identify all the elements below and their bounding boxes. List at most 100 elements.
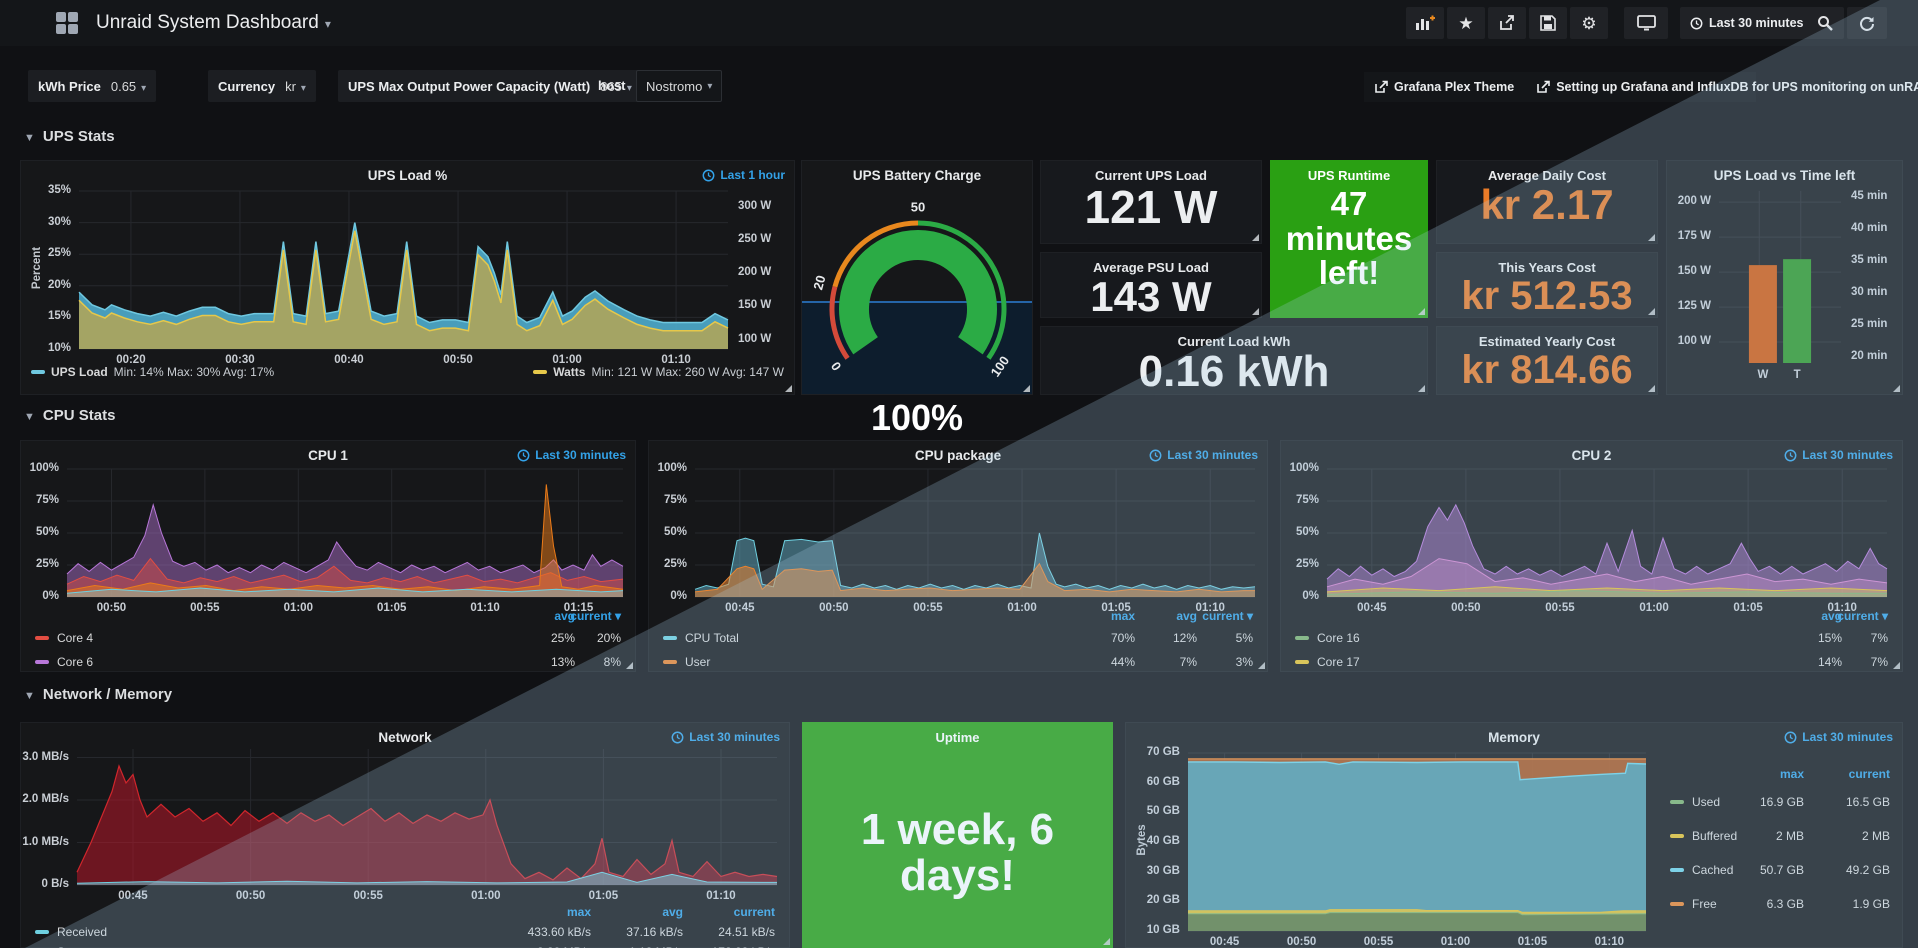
legend-column-header[interactable]: current ▾ — [1837, 609, 1888, 623]
legend-label[interactable]: Core 4 — [57, 631, 94, 645]
y-axis-tick: 30 GB — [1146, 864, 1180, 877]
panel-title[interactable]: UPS Load % — [367, 168, 448, 183]
legend-column-header[interactable]: max — [1779, 767, 1804, 781]
variable-value[interactable]: 865 ▾ — [600, 78, 632, 94]
panel-resize-handle[interactable] — [1648, 234, 1655, 241]
legend-item[interactable]: Buffered — [1670, 829, 1737, 843]
time-range-button[interactable]: Last 30 minutes — [1680, 7, 1814, 39]
panel-resize-handle[interactable] — [1893, 385, 1900, 392]
legend-label[interactable]: Sent — [57, 945, 82, 948]
search-time-button[interactable] — [1806, 7, 1844, 39]
tv-mode-button[interactable] — [1624, 7, 1668, 39]
legend-label[interactable]: Received — [57, 925, 108, 939]
link-ups-monitoring-guide[interactable]: Setting up Grafana and InfluxDB for UPS … — [1536, 80, 1918, 94]
dashboard-title[interactable]: Unraid System Dashboard ▾ — [96, 12, 331, 33]
section-network-memory[interactable]: ▼ Network / Memory — [24, 686, 173, 703]
legend-item[interactable]: Free — [1670, 897, 1717, 911]
variable-value[interactable]: kr ▾ — [285, 78, 306, 94]
panel-resize-handle[interactable] — [626, 662, 633, 669]
legend-column-header[interactable]: current — [1848, 767, 1890, 781]
panel-resize-handle[interactable] — [1648, 308, 1655, 315]
star-button[interactable]: ★ — [1447, 7, 1485, 39]
stat-title[interactable]: Current Load kWh — [1177, 334, 1291, 349]
legend-column-header[interactable]: current ▾ — [1202, 609, 1253, 623]
panel-resize-handle[interactable] — [1252, 234, 1259, 241]
stat-title[interactable]: Average Daily Cost — [1487, 168, 1606, 183]
legend-column-header[interactable]: avg — [1821, 609, 1842, 623]
legend-label[interactable]: Buffered — [1692, 829, 1738, 843]
save-button[interactable] — [1529, 7, 1567, 39]
legend-item[interactable]: Core 17 — [1295, 655, 1360, 669]
legend-label[interactable]: User — [685, 655, 711, 669]
panel-resize-handle[interactable] — [1252, 308, 1259, 315]
panel-title[interactable]: UPS Battery Charge — [852, 168, 982, 183]
legend-item[interactable]: Core 4 — [35, 631, 93, 645]
legend-item[interactable]: Used — [1670, 795, 1720, 809]
add-panel-button[interactable] — [1406, 7, 1444, 39]
panel-title[interactable]: CPU package — [914, 448, 1002, 463]
legend-column-header[interactable]: avg — [554, 609, 575, 623]
legend-label[interactable]: Core 16 — [1317, 631, 1360, 645]
variable-value[interactable]: 0.65 ▾ — [110, 78, 147, 94]
variable-currency[interactable]: Currency kr ▾ — [208, 70, 316, 102]
bar-label: T — [1793, 369, 1801, 381]
legend-item[interactable]: Core 6 — [35, 655, 93, 669]
legend-label[interactable]: Free — [1692, 897, 1717, 911]
y-axis-tick: 10 GB — [1146, 924, 1180, 936]
panel-resize-handle[interactable] — [785, 385, 792, 392]
legend-column-header[interactable]: max — [566, 905, 591, 919]
legend-label[interactable]: Used — [1692, 795, 1721, 809]
legend-item[interactable]: UPS Load Min: 14% Max: 30% Avg: 17% — [31, 365, 274, 379]
legend-item[interactable]: Received — [35, 925, 107, 939]
legend-item[interactable]: User — [663, 655, 710, 669]
x-axis-tick: 01:10 — [661, 354, 691, 366]
legend-label[interactable]: Core 17 — [1317, 655, 1360, 669]
link-grafana-plex-theme[interactable]: Grafana Plex Theme — [1374, 80, 1514, 94]
stat-title[interactable]: Current UPS Load — [1095, 168, 1207, 183]
dashboards-grid-icon[interactable] — [56, 12, 78, 34]
legend-column-header[interactable]: avg — [1176, 609, 1197, 623]
panel-resize-handle[interactable] — [1418, 385, 1425, 392]
stat-title[interactable]: Uptime — [935, 730, 980, 745]
stat-title[interactable]: Average PSU Load — [1093, 260, 1209, 275]
stat-title[interactable]: UPS Runtime — [1307, 168, 1391, 183]
panel-title[interactable]: UPS Load vs Time left — [1713, 168, 1856, 183]
share-button[interactable] — [1488, 7, 1526, 39]
panel-resize-handle[interactable] — [1023, 385, 1030, 392]
panel-title[interactable]: CPU 1 — [308, 448, 348, 463]
legend-column-header[interactable]: current ▾ — [570, 609, 621, 623]
legend-label[interactable]: Watts — [553, 365, 586, 379]
legend-label[interactable]: CPU Total — [685, 631, 739, 645]
variable-kwh-price[interactable]: kWh Price 0.65 ▾ — [28, 70, 157, 102]
stat-title[interactable]: Estimated Yearly Cost — [1478, 334, 1616, 349]
section-ups-stats[interactable]: ▼ UPS Stats — [24, 128, 115, 145]
legend-column-header[interactable]: current — [733, 905, 775, 919]
panel-resize-handle[interactable] — [1103, 938, 1110, 945]
legend-label[interactable]: UPS Load — [51, 365, 108, 379]
legend-label[interactable]: Core 6 — [57, 655, 94, 669]
variable-ups-max-output[interactable]: UPS Max Output Power Capacity (Watt) 865… — [338, 70, 642, 102]
panel-title[interactable]: Memory — [1488, 730, 1540, 745]
legend-item[interactable]: Sent — [35, 945, 82, 948]
panel-title[interactable]: Network — [378, 730, 432, 745]
stat-title[interactable]: This Years Cost — [1498, 260, 1596, 275]
section-cpu-stats[interactable]: ▼ CPU Stats — [24, 407, 116, 424]
panel-resize-handle[interactable] — [1648, 385, 1655, 392]
panel-title[interactable]: CPU 2 — [1571, 448, 1612, 463]
panel-resize-handle[interactable] — [1893, 662, 1900, 669]
settings-button[interactable]: ⚙ — [1570, 7, 1608, 39]
y-axis-tick: 100 W — [738, 332, 772, 345]
variable-host-select[interactable]: Nostromo ▾ — [636, 70, 723, 102]
legend-item[interactable]: Cached — [1670, 863, 1733, 877]
panel-resize-handle[interactable] — [1418, 308, 1425, 315]
legend-column-header[interactable]: max — [1110, 609, 1135, 623]
variable-host-label: host — [598, 78, 626, 93]
legend-column-header[interactable]: avg — [662, 905, 683, 919]
refresh-button[interactable] — [1847, 7, 1887, 39]
legend-label[interactable]: Cached — [1692, 863, 1734, 877]
legend-item[interactable]: Watts Min: 121 W Max: 260 W Avg: 147 W — [533, 365, 784, 379]
legend-item[interactable]: CPU Total — [663, 631, 739, 645]
legend-item[interactable]: Core 16 — [1295, 631, 1360, 645]
clock-icon — [517, 449, 530, 462]
panel-resize-handle[interactable] — [1258, 662, 1265, 669]
